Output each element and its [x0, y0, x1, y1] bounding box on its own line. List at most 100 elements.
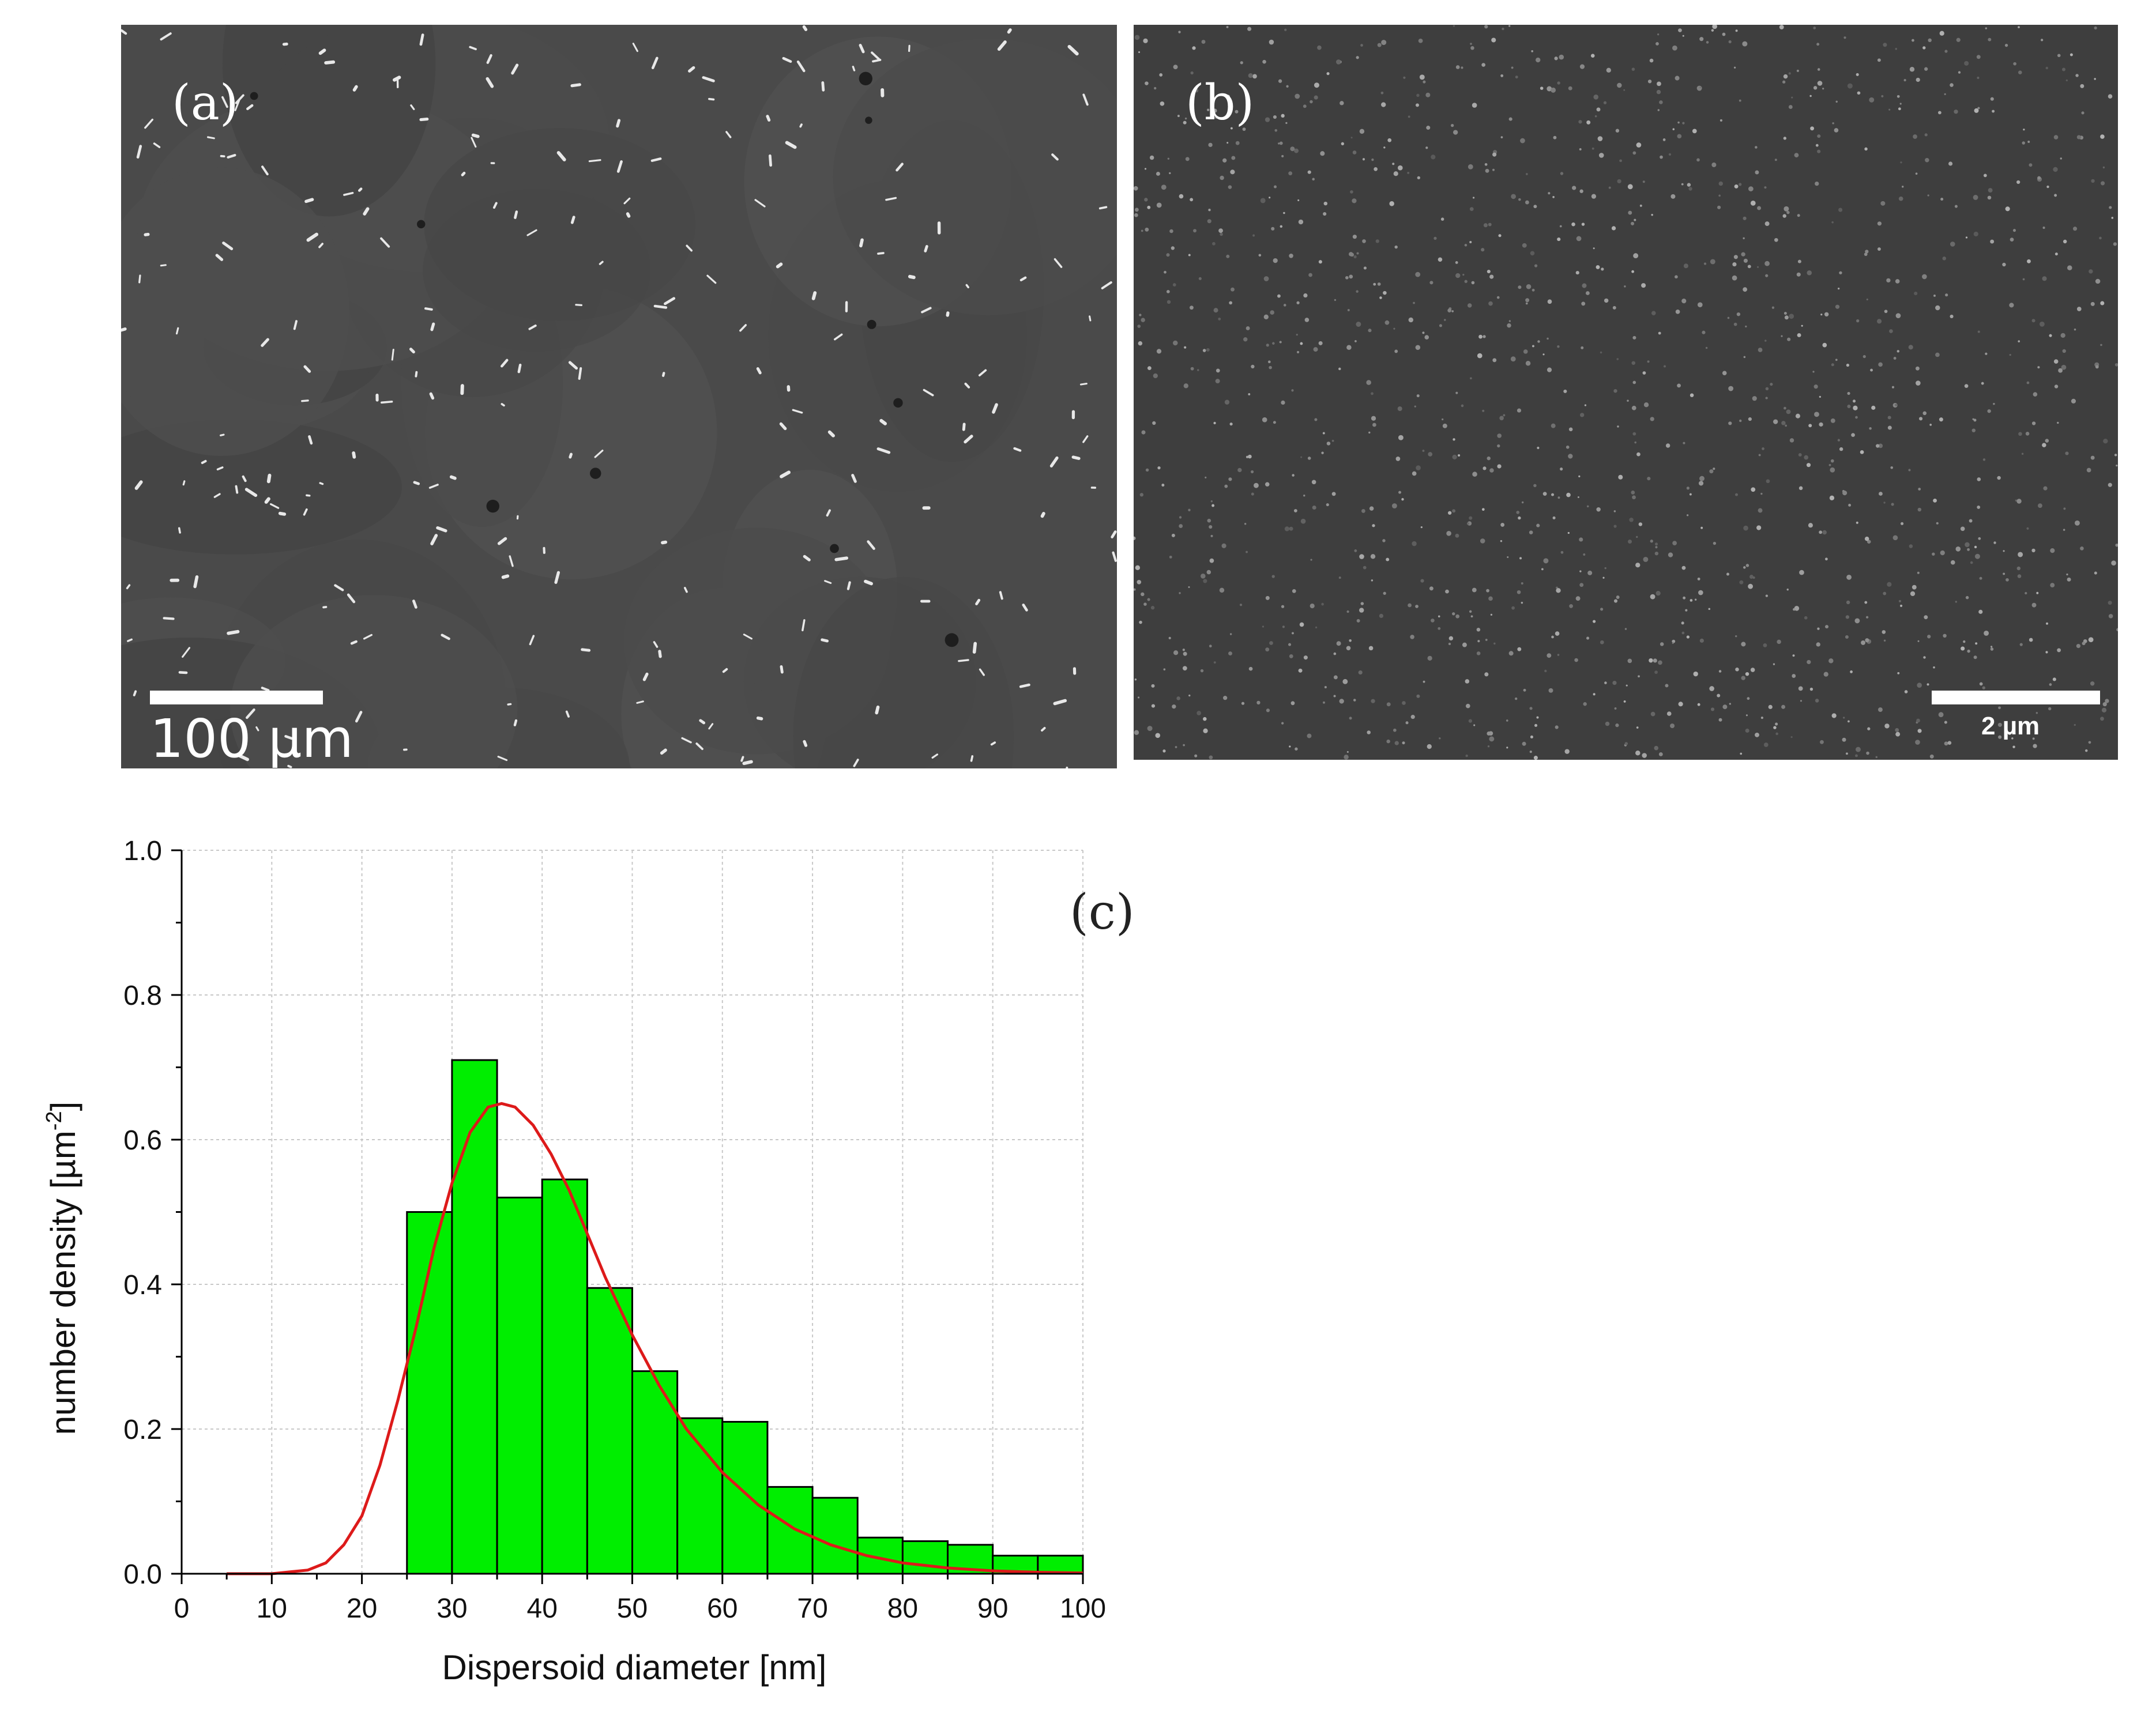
- dispersoid-dot: [1992, 110, 1995, 113]
- dispersoid-dot: [1815, 699, 1819, 703]
- dispersoid-dot: [1349, 274, 1353, 279]
- dispersoid-dot: [1678, 28, 1682, 32]
- dispersoid-dot: [1135, 565, 1141, 571]
- dispersoid-dot: [1194, 88, 1199, 93]
- dispersoid-dot: [1138, 696, 1140, 699]
- dispersoid-dot: [1354, 549, 1357, 552]
- dispersoid-dot: [1835, 304, 1840, 309]
- dispersoid-dot: [1166, 253, 1170, 257]
- dispersoid-dot: [1781, 335, 1783, 337]
- dispersoid-dot: [2081, 111, 2084, 115]
- dispersoid-dot: [1500, 136, 1503, 139]
- boundary-particle: [319, 482, 324, 485]
- dispersoid-dot: [1162, 749, 1166, 753]
- boundary-particle: [182, 647, 191, 658]
- dispersoid-dot: [1389, 201, 1394, 206]
- dispersoid-dot: [1230, 169, 1235, 175]
- boundary-particle: [492, 202, 498, 209]
- dispersoid-dot: [1246, 326, 1250, 330]
- boundary-particle: [785, 141, 797, 149]
- dispersoid-dot: [1929, 424, 1932, 426]
- dispersoid-dot: [1334, 299, 1337, 301]
- dispersoid-dot: [1973, 195, 1978, 200]
- dispersoid-dot: [1743, 258, 1748, 263]
- dispersoid-dot: [1323, 701, 1325, 704]
- dispersoid-dot: [1345, 276, 1349, 280]
- dispersoid-dot: [1763, 742, 1769, 747]
- dispersoid-dot: [1867, 540, 1871, 544]
- histogram-bar: [541, 1178, 588, 1575]
- x-tick-label: 30: [437, 1593, 467, 1624]
- dispersoid-dot: [1246, 551, 1248, 553]
- dispersoid-dot: [1586, 505, 1589, 508]
- dispersoid-dot: [1642, 371, 1646, 375]
- boundary-particle: [133, 690, 137, 696]
- dispersoid-dot: [1958, 71, 1961, 74]
- dispersoid-dot: [2025, 591, 2027, 595]
- dispersoid-dot: [1134, 730, 1139, 735]
- dispersoid-dot: [1657, 33, 1660, 36]
- dispersoid-dot: [1167, 300, 1171, 304]
- boundary-particle: [931, 753, 939, 759]
- dispersoid-dot: [1702, 330, 1706, 334]
- dispersoid-dot: [1631, 67, 1635, 71]
- histogram-bar: [766, 1486, 814, 1575]
- dispersoid-dot: [1719, 119, 1722, 122]
- dispersoid-dot: [1532, 345, 1534, 348]
- grain: [121, 167, 349, 456]
- x-tick-label: 20: [347, 1593, 377, 1624]
- dispersoid-dot: [1789, 314, 1794, 319]
- dispersoid-dot: [2055, 252, 2058, 256]
- boundary-particle: [578, 367, 582, 380]
- boundary-particle: [419, 118, 429, 122]
- dispersoid-dot: [1448, 642, 1451, 646]
- dispersoid-dot: [1777, 639, 1781, 644]
- dispersoid-dot: [2090, 455, 2095, 460]
- boundary-particle: [999, 591, 1003, 600]
- dispersoid-dot: [1243, 337, 1248, 342]
- dispersoid-dot: [1750, 668, 1755, 672]
- boundary-particle: [201, 459, 207, 465]
- dispersoid-dot: [1484, 163, 1488, 166]
- dispersoid-dot: [1582, 283, 1587, 288]
- boundary-particle: [381, 400, 393, 404]
- dispersoid-dot: [1553, 135, 1557, 140]
- dispersoid-dot: [2016, 180, 2020, 184]
- dispersoid-dot: [1226, 95, 1230, 99]
- dispersoid-dot: [1184, 117, 1187, 120]
- dispersoid-dot: [1897, 672, 1900, 674]
- dispersoid-dot: [1703, 262, 1707, 265]
- boundary-particle: [722, 668, 728, 673]
- dispersoid-dot: [1845, 635, 1849, 639]
- boundary-particle: [725, 131, 732, 138]
- dispersoid-dot: [1525, 302, 1528, 305]
- dispersoid-dot: [1134, 35, 1140, 40]
- dispersoid-dot: [1526, 284, 1532, 289]
- dispersoid-dot: [1331, 439, 1334, 442]
- dispersoid-dot: [1555, 631, 1560, 636]
- dispersoid-dot: [1728, 40, 1732, 44]
- dispersoid-dot: [1438, 257, 1443, 262]
- dispersoid-dot: [2065, 79, 2068, 82]
- dispersoid-dot: [1144, 198, 1148, 202]
- dispersoid-dot: [1696, 158, 1700, 162]
- dispersoid-dot: [2045, 66, 2049, 70]
- boundary-particle: [261, 338, 269, 347]
- dispersoid-dot: [1790, 736, 1793, 738]
- dispersoid-dot: [1897, 95, 1900, 98]
- dispersoid-dot: [2076, 307, 2082, 311]
- dispersoid-dot: [1366, 380, 1371, 385]
- dispersoid-dot: [1277, 294, 1281, 298]
- dispersoid-dot: [1597, 136, 1603, 141]
- boundary-particle: [352, 451, 356, 459]
- dispersoid-dot: [1157, 466, 1161, 470]
- dispersoid-dot: [1418, 39, 1423, 43]
- dispersoid-dot: [1804, 616, 1808, 620]
- dispersoid-dot: [1739, 99, 1741, 102]
- dispersoid-dot: [1848, 503, 1852, 507]
- dispersoid-dot: [1755, 146, 1758, 149]
- dispersoid-dot: [1290, 701, 1295, 706]
- dispersoid-dot: [1265, 647, 1270, 652]
- dispersoid-dot: [1658, 660, 1662, 665]
- dispersoid-dot: [1788, 72, 1791, 75]
